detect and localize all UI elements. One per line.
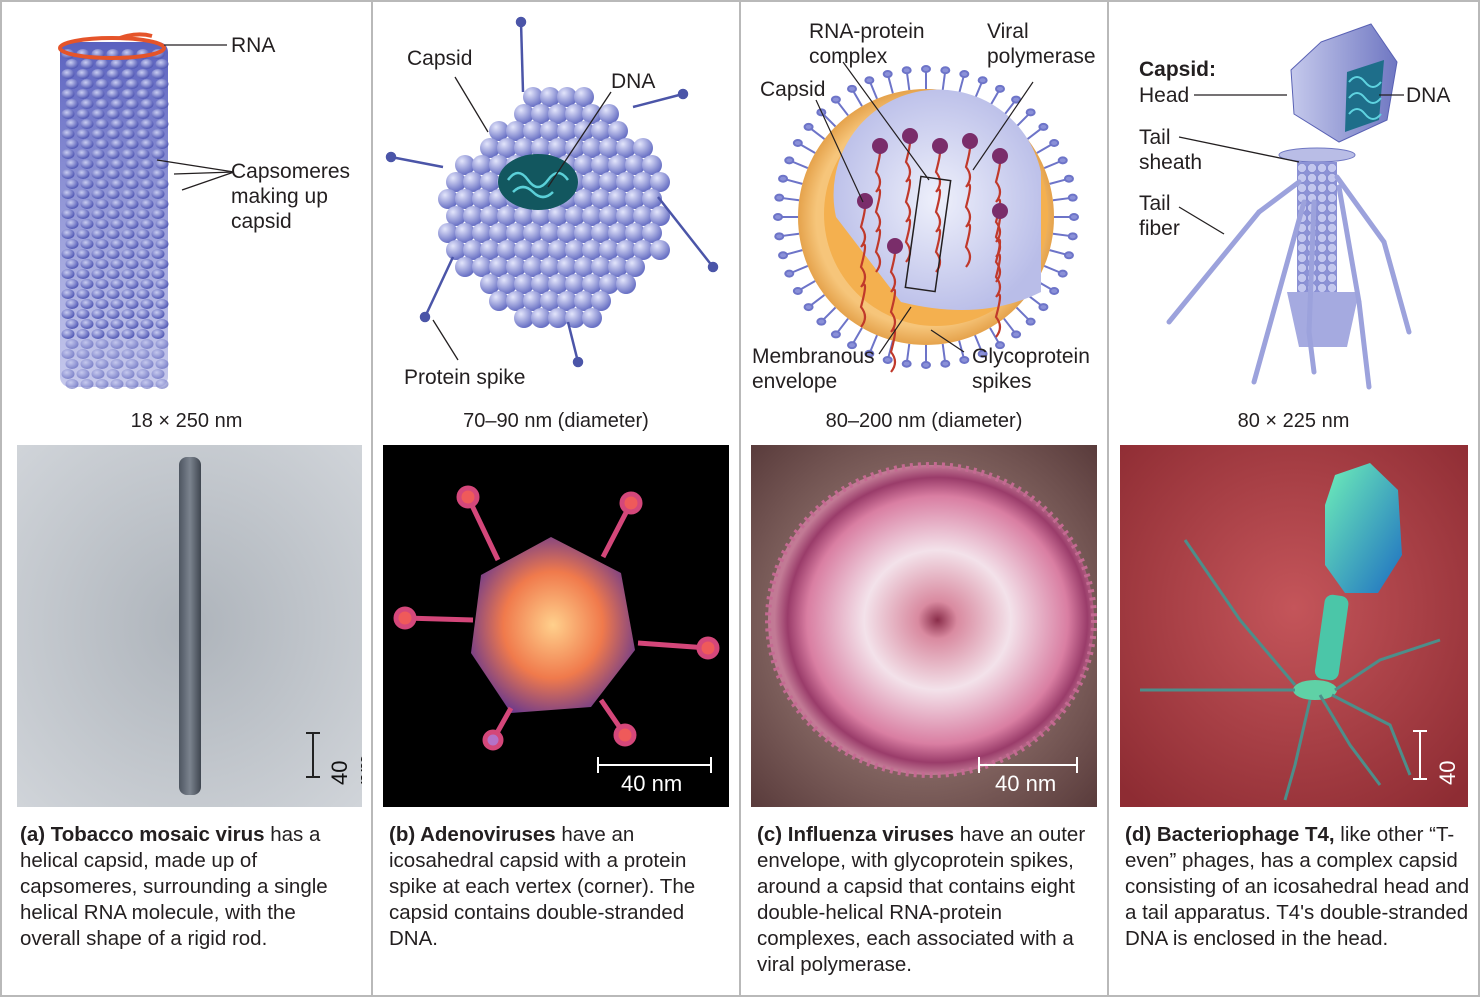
caption-b: (b) Adenoviruses have an icosahedral cap…	[389, 823, 696, 950]
label-glycoprotein-spikes: Glycoprotein spikes	[972, 345, 1090, 393]
influenza-illustration	[773, 61, 1079, 373]
label-capsomeres: Capsomeres making up capsid	[231, 160, 351, 233]
scale-bar-label: 40 nm	[995, 771, 1057, 796]
scale-bar-label: 40 nm	[621, 771, 683, 796]
label-tail-sheath: Tail sheath	[1139, 126, 1203, 174]
label-viral-polymerase: Viral polymerase	[987, 20, 1096, 68]
label-dna: DNA	[611, 70, 656, 93]
phage-illustration	[1166, 23, 1412, 390]
label-capsid: Capsid	[760, 78, 826, 101]
panel-tobacco-mosaic-virus: RNA Capsomeres making up capsid 18 × 250…	[2, 2, 371, 995]
label-capsid: Capsid:	[1139, 58, 1217, 81]
panel-divider	[371, 2, 373, 995]
panel-bacteriophage-t4: Capsid: Head DNA Tail sheath Tail fiber …	[1109, 2, 1478, 995]
panel-influenza-virus: RNA-protein complex Viral polymerase Cap…	[741, 2, 1107, 995]
label-dna: DNA	[1406, 84, 1451, 107]
caption-a: (a) Tobacco mosaic virus has a helical c…	[20, 823, 328, 950]
phage-micrograph: 40 nm	[1120, 445, 1468, 807]
panel-divider	[739, 2, 741, 995]
tmv-illustration	[58, 32, 235, 389]
label-protein-spike: Protein spike	[404, 366, 526, 389]
dimension-label: 70–90 nm (diameter)	[463, 410, 649, 432]
label-rna: RNA	[231, 34, 276, 57]
tmv-micrograph: 40 nm	[17, 445, 362, 807]
adenovirus-micrograph: 40 nm	[383, 445, 729, 807]
label-tail-fiber: Tail fiber	[1139, 192, 1180, 240]
scale-bar-label: 40 nm	[1435, 754, 1468, 785]
label-capsid: Capsid	[407, 47, 473, 70]
caption-d: (d) Bacteriophage T4, like other “T-even…	[1125, 823, 1470, 950]
label-head: Head	[1139, 84, 1190, 107]
panel-adenovirus: Capsid DNA Protein spike 70–90 nm (diame…	[373, 2, 739, 995]
dimension-label: 80 × 225 nm	[1237, 410, 1350, 432]
dimension-label: 80–200 nm (diameter)	[825, 410, 1023, 432]
label-membranous-envelope: Membranous envelope	[752, 345, 875, 393]
label-rna-protein-complex: RNA-protein complex	[809, 20, 925, 68]
influenza-micrograph: 40 nm	[751, 445, 1097, 807]
dimension-label: 18 × 250 nm	[130, 410, 243, 432]
scale-bar-label: 40 nm	[327, 754, 362, 785]
adenovirus-illustration	[385, 16, 719, 368]
caption-c: (c) Influenza viruses have an outer enve…	[757, 823, 1086, 976]
panel-divider	[1107, 2, 1109, 995]
